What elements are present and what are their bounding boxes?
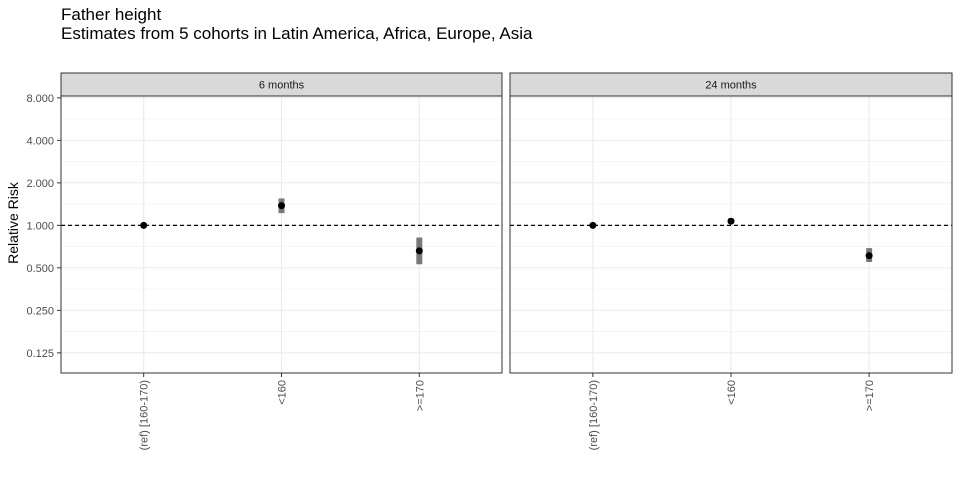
panel-6-months: 6 months (ref) [160-170) <160 >=170 [60,72,503,450]
facet-strip-label: 24 months [705,80,757,92]
y-tick-label: 0.250 [26,305,54,317]
x-tick-label: (ref) [160-170) [139,380,151,450]
panel-24-months: 24 months (ref) [160-170) <160 >=170 [509,72,953,450]
y-tick-label: 0.500 [26,263,54,275]
facet-strip [509,72,953,97]
y-tick-label: 2.000 [26,178,54,190]
chart-subtitle: Estimates from 5 cohorts in Latin Americ… [61,24,533,43]
point-estimate [727,217,735,225]
y-tick-label: 0.125 [26,348,54,360]
x-tick-label: (ref) [160-170) [588,380,600,450]
point-estimate [140,221,148,229]
facet-strip-label: 6 months [259,80,305,92]
x-tick-label: <160 [277,380,289,405]
point-estimate [278,202,285,210]
x-tick-label: <160 [726,380,738,405]
plot-layer: 0.125 0.250 0.500 1.000 2.000 4.000 8.000 6 mon… [26,72,953,450]
y-axis-label: Relative Risk [5,181,21,264]
x-tick-label: >=170 [864,380,876,411]
x-tick-label: >=170 [414,380,426,411]
y-tick-label: 8.000 [26,93,54,105]
chart-title: Father height [61,5,161,24]
point-estimate [589,221,597,229]
y-tick-label: 4.000 [26,135,54,147]
y-tick-label: 1.000 [26,220,54,232]
point-estimate [865,252,873,260]
point-estimate [415,247,423,255]
facet-strip [60,72,503,97]
